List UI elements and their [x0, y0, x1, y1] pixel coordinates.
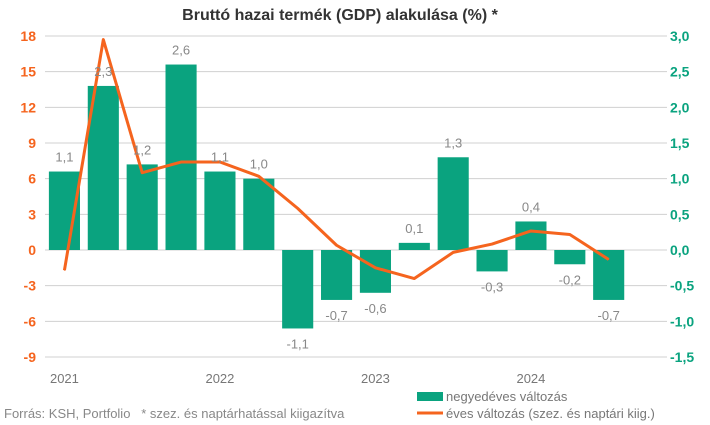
line-point [180, 161, 182, 163]
line-point [141, 172, 143, 174]
right-tick-label: -1,5 [670, 349, 694, 365]
bar-data-label: -0,2 [559, 272, 581, 287]
left-tick-label: -6 [24, 313, 37, 329]
right-tick-label: 1,0 [670, 171, 690, 187]
bar-data-label: 2,6 [172, 43, 190, 58]
legend-quarterly: negyedéves változás [446, 389, 568, 404]
line-point [297, 207, 299, 209]
right-tick-label: 1,5 [670, 135, 690, 151]
x-tick-label: 2024 [516, 371, 545, 386]
bar-data-label: 1,1 [55, 150, 73, 165]
left-tick-label: -3 [24, 278, 37, 294]
bar-quarterly [476, 250, 508, 272]
x-tick-label: 2022 [205, 371, 234, 386]
bar-quarterly [593, 250, 625, 300]
line-point [569, 234, 571, 236]
line-point [491, 243, 493, 245]
chart-title: Bruttó hazai termék (GDP) alakulása (%) … [182, 7, 498, 24]
bar-quarterly [437, 157, 469, 250]
bar-data-label: 0,1 [405, 221, 423, 236]
x-tick-label: 2021 [50, 371, 79, 386]
left-tick-label: 0 [28, 242, 36, 258]
left-tick-label: 3 [28, 206, 36, 222]
line-point [374, 267, 376, 269]
bar-data-label: -0,7 [325, 308, 347, 323]
bar-quarterly [204, 171, 236, 250]
left-tick-label: -9 [24, 349, 37, 365]
bar-data-label: 1,3 [444, 135, 462, 150]
bar-quarterly [282, 250, 314, 329]
bar-quarterly [126, 164, 158, 250]
line-point [413, 278, 415, 280]
bar-quarterly [321, 250, 353, 300]
bar-quarterly [165, 64, 197, 251]
line-point [452, 251, 454, 253]
legend-bar-swatch [417, 392, 443, 401]
line-point [219, 161, 221, 163]
line-point [336, 244, 338, 246]
bar-quarterly [87, 85, 119, 250]
bar-data-label: -0,7 [597, 308, 619, 323]
left-tick-label: 15 [20, 64, 36, 80]
bar-data-label: -0,6 [364, 301, 386, 316]
line-point [530, 230, 532, 232]
legend-annual: éves változás (szez. és naptári kiig.) [446, 406, 655, 421]
left-tick-label: 6 [28, 171, 36, 187]
bar-data-label: -1,1 [286, 336, 308, 351]
bar-quarterly [243, 178, 275, 250]
bar-data-label: 1,2 [133, 142, 151, 157]
bar-data-label: 2,3 [94, 64, 112, 79]
right-tick-label: 2,5 [670, 64, 690, 80]
left-tick-label: 12 [20, 99, 36, 115]
right-tick-label: 0,0 [670, 242, 690, 258]
line-point [63, 269, 65, 271]
bar-quarterly [554, 250, 586, 265]
line-point [608, 259, 610, 261]
bar-data-label: 1,0 [250, 157, 268, 172]
bar-data-label: 0,4 [522, 199, 540, 214]
source-footnote: Forrás: KSH, Portfolio * szez. és naptár… [4, 406, 345, 421]
right-tick-label: -0,5 [670, 278, 694, 294]
x-tick-label: 2023 [361, 371, 390, 386]
right-tick-label: -1,0 [670, 313, 694, 329]
left-tick-label: 9 [28, 135, 36, 151]
right-tick-label: 0,5 [670, 206, 690, 222]
bar-data-label: 1,1 [211, 150, 229, 165]
line-point [102, 39, 104, 41]
bar-data-label: -0,3 [481, 279, 503, 294]
right-tick-label: 2,0 [670, 99, 690, 115]
right-tick-label: 3,0 [670, 28, 690, 44]
line-point [258, 175, 260, 177]
bar-quarterly [398, 242, 430, 250]
left-tick-label: 18 [20, 28, 36, 44]
